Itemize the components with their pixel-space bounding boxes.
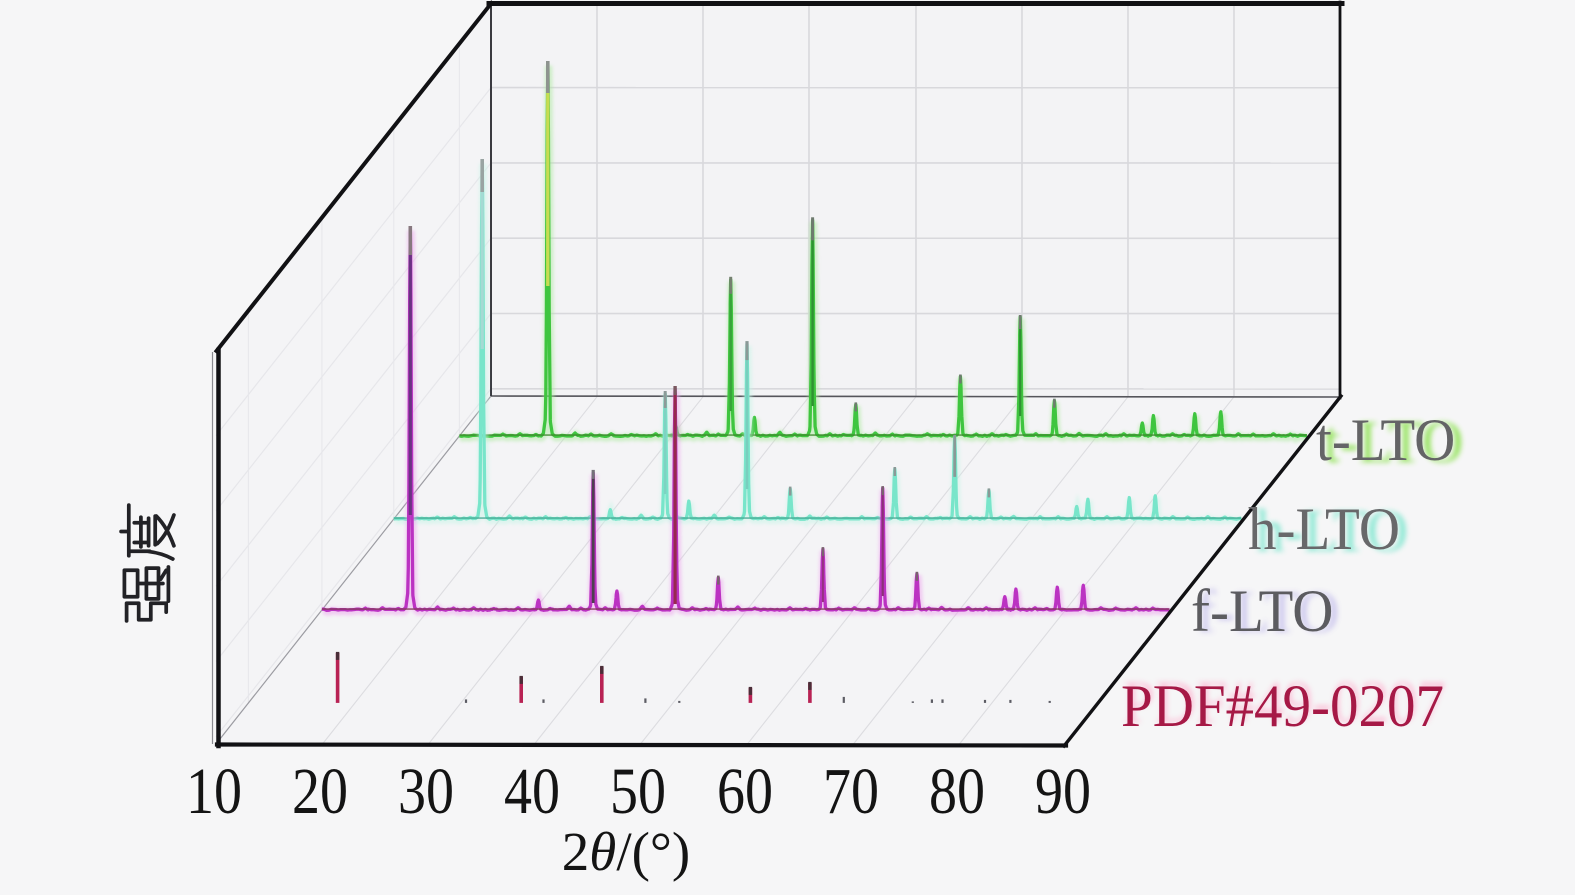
svg-text:PDF#49-0207: PDF#49-0207 [1121,673,1444,740]
svg-text:t-LTO: t-LTO [1316,407,1455,474]
svg-text:70: 70 [823,756,879,828]
svg-text:30: 30 [398,756,454,828]
svg-text:h-LTO: h-LTO [1248,496,1400,563]
svg-text:2θ/(°): 2θ/(°) [562,821,690,882]
svg-text:20: 20 [292,756,348,828]
svg-text:90: 90 [1035,756,1091,828]
svg-text:10: 10 [186,756,242,828]
svg-text:40: 40 [504,756,560,828]
svg-text:50: 50 [610,756,666,828]
svg-text:f-LTO: f-LTO [1191,578,1333,645]
svg-text:60: 60 [717,756,773,828]
svg-text:80: 80 [929,756,985,828]
